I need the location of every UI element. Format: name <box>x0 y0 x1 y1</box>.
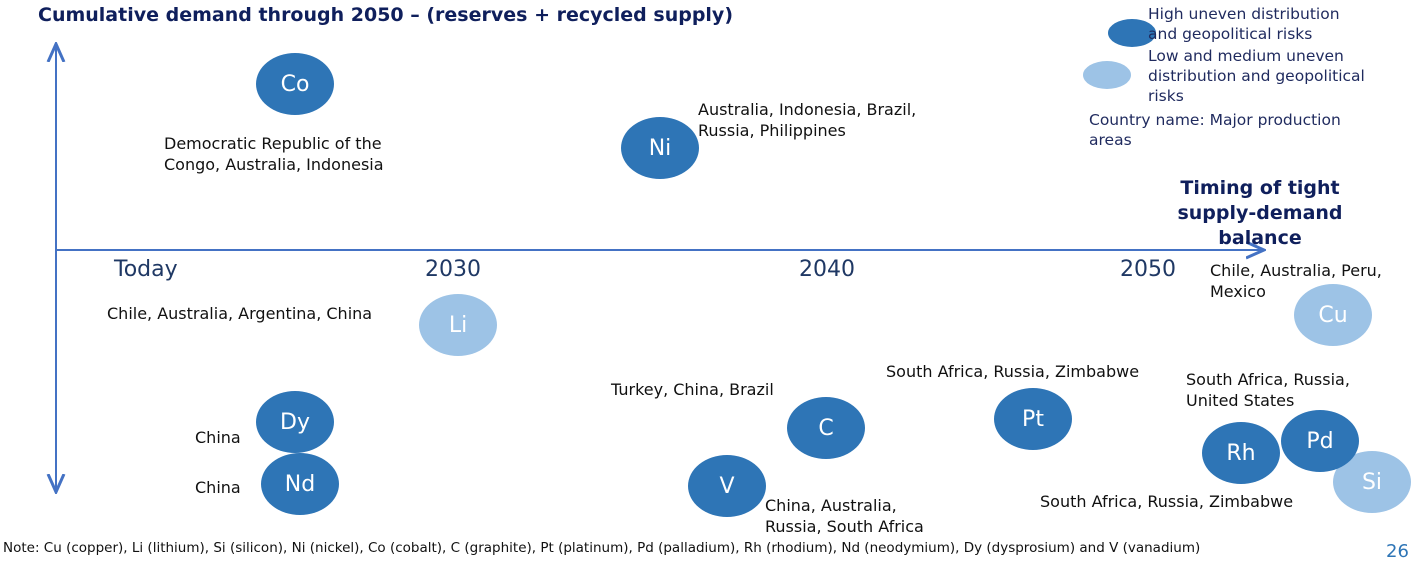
legend-country-note: Country name: Major production areas <box>1089 111 1341 149</box>
areas-nd: China <box>195 478 241 497</box>
bubble-cu: Cu <box>1294 284 1372 346</box>
areas-c: Turkey, China, Brazil <box>611 380 774 399</box>
bubble-co: Co <box>256 53 334 115</box>
legend-high-label: High uneven distribution and geopolitica… <box>1148 5 1340 43</box>
page-number: 26 <box>1386 541 1409 562</box>
bubble-dy: Dy <box>256 391 334 453</box>
timeline-today: Today <box>114 257 178 282</box>
areas-cu: Chile, Australia, Peru, Mexico <box>1210 261 1382 301</box>
bubble-nd: Nd <box>261 453 339 515</box>
bubble-v: V <box>688 455 766 517</box>
legend-low-label: Low and medium uneven distribution and g… <box>1148 47 1365 105</box>
legend-low-swatch <box>1083 61 1131 89</box>
bubble-pt: Pt <box>994 388 1072 450</box>
areas-si: South Africa, Russia, Zimbabwe <box>1040 492 1294 511</box>
areas-ni: Australia, Indonesia, Brazil, Russia, Ph… <box>698 100 917 140</box>
areas-co: Democratic Republic of the Congo, Austra… <box>164 134 384 174</box>
legend-high-swatch <box>1108 19 1156 47</box>
footnote: Note: Cu (copper), Li (lithium), Si (sil… <box>3 540 1201 556</box>
areas-pt: South Africa, Russia, Zimbabwe <box>886 362 1140 381</box>
areas-li: Chile, Australia, Argentina, China <box>107 304 373 323</box>
x-axis-title: Timing of tight supply-demand balance <box>1177 177 1343 249</box>
bubble-c: C <box>787 397 865 459</box>
bubble-li: Li <box>419 294 497 356</box>
bubble-rh: Rh <box>1202 422 1280 484</box>
timeline-2030: 2030 <box>425 257 481 282</box>
areas-dy: China <box>195 428 241 447</box>
timeline-2050: 2050 <box>1120 257 1176 282</box>
chart-title: Cumulative demand through 2050 – (reserv… <box>38 4 734 26</box>
bubble-pd: Pd <box>1281 410 1359 472</box>
timeline-2040: 2040 <box>799 257 855 282</box>
areas-v: China, Australia, Russia, South Africa <box>765 496 924 536</box>
bubble-ni: Ni <box>621 117 699 179</box>
areas-pd: South Africa, Russia, United States <box>1186 370 1350 410</box>
